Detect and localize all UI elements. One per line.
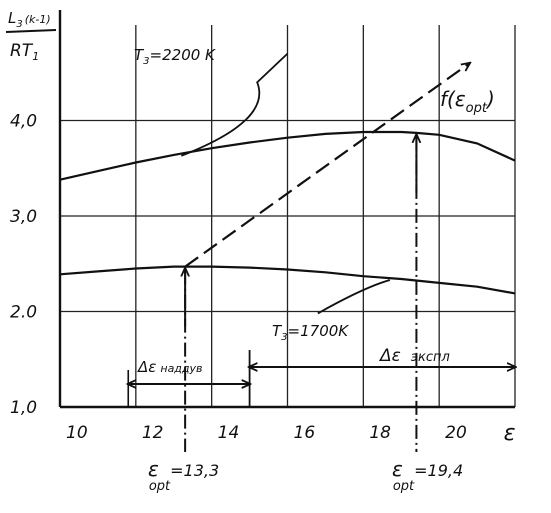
y-axis-title-top-sub: 3 <box>16 19 22 30</box>
series-group <box>59 130 516 295</box>
range-label-boost-text: наддув <box>160 362 202 375</box>
range-label-boost: Δε наддув <box>137 358 203 376</box>
svg-text:RT1: RT1 <box>10 41 39 63</box>
optimum-label-1-value: =13,3 <box>170 461 219 480</box>
x-tick-label: 12 <box>142 423 164 443</box>
series-line-1700 <box>59 265 516 295</box>
y-axis-title: L3 (k-1) RT1 <box>5 9 57 63</box>
trend-label: f(εopt) <box>440 87 495 116</box>
series-line-2200 <box>59 130 516 181</box>
y-tick-label: 1,0 <box>10 398 37 418</box>
optimum-label-2: ε opt=19,4 <box>392 457 463 494</box>
y-axis-title-paren: (k-1) <box>25 13 51 26</box>
axes <box>58 10 515 409</box>
x-tick-label: 14 <box>218 423 240 443</box>
trend-label-prefix: f(ε <box>440 87 466 111</box>
x-tick-label: 18 <box>369 423 391 443</box>
series-label-1700-rest: =1700K <box>288 322 350 340</box>
x-tick-label: 20 <box>445 423 467 443</box>
series-label-1700: T3=1700K <box>272 322 349 343</box>
series-label-2200-sub: 3 <box>143 56 149 67</box>
y-axis-title-bottom-sub: 1 <box>32 50 39 63</box>
optimum-label-1-sub: opt <box>149 479 171 494</box>
series-label-1700-sub: 3 <box>281 332 287 343</box>
x-tick-label: 10 <box>66 423 88 443</box>
x-tick-label: 16 <box>294 423 316 443</box>
y-axis-title-top: L <box>8 9 16 27</box>
y-tick-label: 4,0 <box>10 112 37 132</box>
optimum-label-2-value: =19,4 <box>414 461 463 480</box>
tick-labels: 1,0 2.0 3,0 4,0 10 12 14 16 18 20 ε <box>10 112 516 447</box>
trend-label-suffix: ) <box>485 87 495 111</box>
x-axis-title: ε <box>504 421 516 446</box>
optimum-label-1: ε opt=13,3 <box>148 457 219 494</box>
trend-arrow <box>184 63 469 268</box>
optimum-label-1-symbol: ε <box>148 457 159 481</box>
optimum-label-2-symbol: ε <box>392 457 403 481</box>
grid <box>60 25 516 407</box>
y-tick-label: 2.0 <box>10 303 37 323</box>
series-label-1700-main: T <box>272 322 283 340</box>
series-label-2200-main: T <box>134 46 145 64</box>
series-label-2200: T3=2200 K <box>134 46 216 67</box>
range-label-operating: Δε экспл <box>378 346 450 366</box>
y-axis-title-fraction-bar <box>5 29 57 33</box>
range-label-boost-delta: Δε <box>137 358 156 376</box>
annotations <box>128 52 515 452</box>
range-label-operating-delta: Δε <box>378 346 401 366</box>
optimum-label-2-sub: opt <box>393 479 415 494</box>
series-leader-2200 <box>181 52 289 157</box>
y-tick-label: 3,0 <box>10 207 37 227</box>
trend-label-sub: opt <box>466 101 488 116</box>
range-label-operating-text: экспл <box>411 350 450 365</box>
y-axis-title-bottom: RT <box>10 41 34 61</box>
series-label-2200-rest: =2200 K <box>150 46 217 64</box>
svg-text:L3(k-1): L3 (k-1) <box>8 9 51 30</box>
series-leader-1700 <box>317 279 391 315</box>
